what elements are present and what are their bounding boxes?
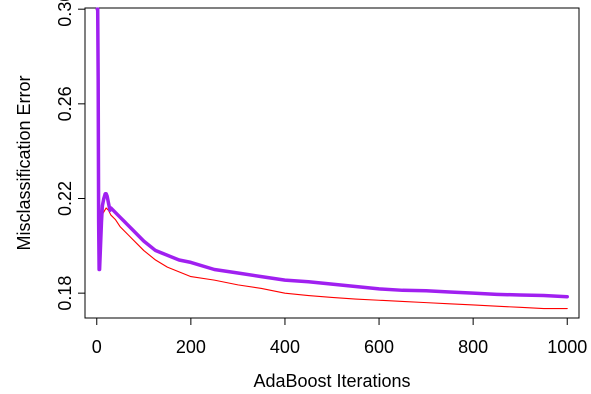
series-line-1: [96, 8, 568, 310]
x-tick-label: 1000: [547, 337, 587, 357]
y-tick-label: 0.26: [55, 86, 75, 121]
y-tick-label: 0.22: [55, 181, 75, 216]
x-axis: 0 200 400 600 800 1000: [92, 317, 587, 357]
x-tick-label: 600: [364, 337, 394, 357]
x-tick-label: 400: [270, 337, 300, 357]
y-tick-label: 0.30: [55, 0, 75, 27]
series-line-2: [95, 7, 569, 299]
x-tick-label: 0: [92, 337, 102, 357]
y-axis: 0.18 0.22 0.26 0.30: [55, 0, 86, 311]
y-tick-label: 0.18: [55, 276, 75, 311]
x-tick-label: 200: [176, 337, 206, 357]
x-tick-label: 800: [458, 337, 488, 357]
plot-frame: [84, 7, 580, 319]
y-axis-title: Misclassification Error: [14, 75, 34, 250]
series-layer: [95, 7, 569, 310]
x-axis-title: AdaBoost Iterations: [253, 371, 410, 391]
